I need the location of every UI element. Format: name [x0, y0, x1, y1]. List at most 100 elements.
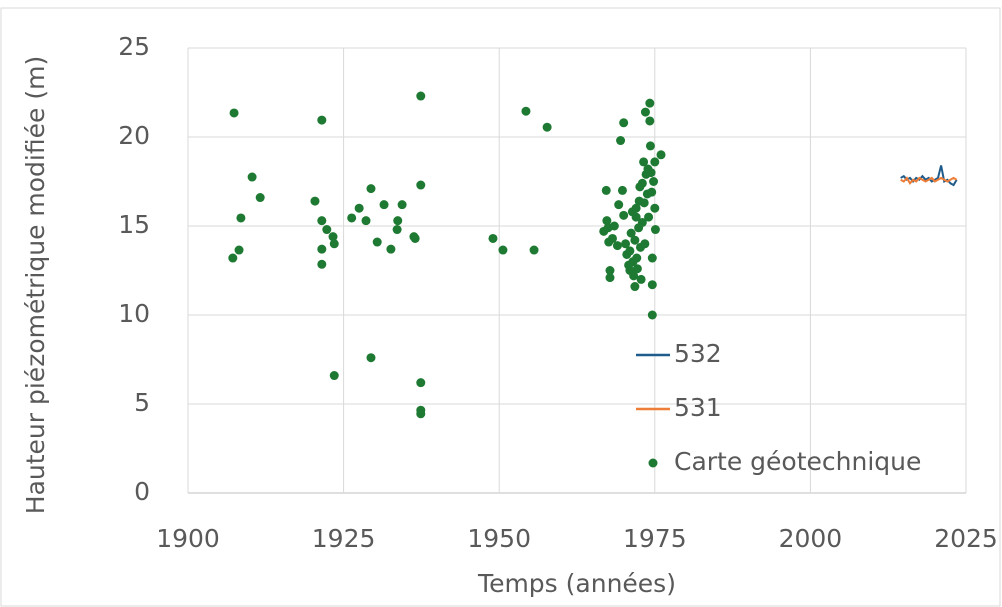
scatter-point [229, 108, 239, 118]
scatter-point [410, 233, 420, 243]
x-tick-label: 1950 [467, 524, 531, 553]
scatter-point [607, 233, 617, 243]
scatter-point [372, 237, 382, 247]
series-line [900, 165, 958, 187]
scatter-point [361, 216, 371, 226]
scatter-point [621, 239, 631, 249]
scatter-point [397, 200, 407, 210]
x-tick-label: 1975 [623, 524, 687, 553]
scatter-point [416, 409, 426, 419]
scatter-point [637, 178, 647, 188]
scatter-point [656, 150, 666, 160]
scatter-point [236, 213, 246, 223]
scatter-point [416, 378, 426, 388]
scatter-point [310, 196, 320, 206]
scatter-point [317, 216, 327, 226]
scatter-point [614, 200, 624, 210]
scatter-point [646, 168, 656, 178]
scatter-point [392, 225, 402, 235]
x-tick-label: 2000 [779, 524, 843, 553]
scatter-point [619, 118, 629, 128]
chart-border [0, 7, 1001, 607]
scatter-point [605, 273, 615, 283]
scatter-point [647, 280, 657, 290]
scatter-point [647, 253, 657, 263]
scatter-point [542, 122, 552, 132]
y-axis-title: Hauteur piézométrique modifiée (m) [21, 55, 50, 515]
scatter-point [609, 221, 619, 231]
scatter-point [649, 177, 659, 186]
scatter-point [247, 172, 257, 182]
scatter-point [639, 198, 649, 208]
scatter-point [630, 282, 640, 292]
scatter-point [329, 239, 339, 249]
legend-label: 531 [674, 393, 722, 422]
scatter-point [636, 274, 646, 284]
scatter-point [631, 203, 641, 213]
scatter-point [322, 225, 332, 235]
scatter-point [650, 225, 660, 235]
scatter-point [317, 115, 327, 125]
x-axis-title: Temps (années) [477, 569, 676, 598]
y-tick-label: 20 [118, 121, 150, 150]
scatter-point [632, 253, 642, 263]
legend-label: 532 [674, 339, 722, 368]
scatter-point [616, 136, 626, 146]
y-tick-label: 0 [134, 477, 150, 506]
scatter-point [605, 266, 615, 275]
scatter-point [416, 180, 426, 190]
x-tick-label: 1925 [312, 524, 376, 553]
scatter-point [329, 371, 339, 381]
y-tick-label: 15 [118, 210, 150, 239]
scatter-point [647, 187, 657, 197]
scatter-point [629, 271, 639, 281]
scatter-point [612, 241, 622, 251]
scatter-point [317, 259, 327, 269]
scatter-point [630, 235, 640, 245]
scatter-point [529, 245, 539, 255]
scatter-point [631, 212, 641, 222]
scatter-point [328, 232, 338, 242]
scatter-point [601, 185, 611, 195]
scatter-point [366, 353, 376, 363]
scatter-point [640, 107, 650, 117]
scatter-point [255, 193, 265, 203]
scatter-point [647, 310, 657, 320]
series-line [900, 176, 958, 185]
scatter-point [626, 228, 636, 238]
scatter-point [640, 239, 650, 249]
scatter-point [625, 246, 635, 256]
scatter-point [645, 98, 655, 108]
scatter-point [632, 264, 642, 274]
scatter-point [317, 244, 327, 254]
scatter-point [416, 91, 426, 101]
scatter-point [617, 185, 627, 195]
legend-label: Carte géotechnique [674, 447, 921, 476]
scatter-point [645, 141, 655, 151]
x-tick-label: 1900 [156, 524, 220, 553]
scatter-point [488, 233, 498, 243]
scatter-point [650, 203, 660, 213]
scatter-point [645, 116, 655, 126]
scatter-point [639, 157, 649, 167]
x-tick-label: 2025 [934, 524, 998, 553]
scatter-point [366, 184, 376, 194]
y-tick-label: 25 [118, 32, 150, 61]
scatter-point [228, 253, 238, 263]
scatter-point [354, 203, 364, 213]
scatter-point [650, 157, 660, 167]
scatter-point [347, 213, 357, 223]
scatter-point [637, 217, 647, 227]
scatter-point [521, 106, 531, 116]
scatter-point [644, 212, 654, 222]
scatter-point [602, 216, 612, 226]
y-tick-label: 10 [118, 299, 150, 328]
legend-swatch [648, 458, 658, 468]
scatter-point [379, 200, 389, 210]
scatter-point [393, 216, 403, 226]
scatter-point [498, 245, 508, 255]
y-tick-label: 5 [134, 388, 150, 417]
scatter-point [386, 244, 396, 254]
